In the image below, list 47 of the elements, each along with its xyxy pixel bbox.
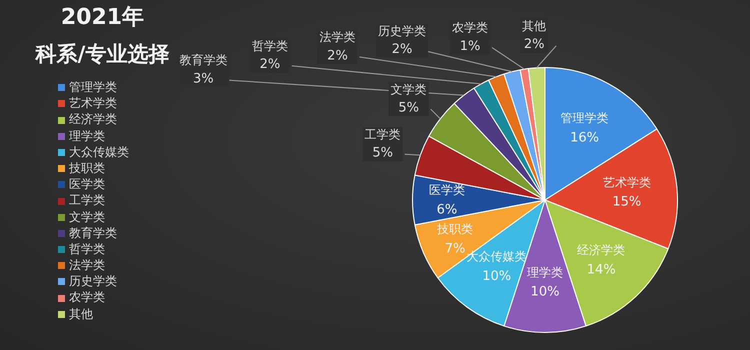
data-label: 6%	[436, 202, 458, 218]
legend-label: 艺术学类	[69, 96, 117, 110]
data-label: 14%	[586, 262, 616, 278]
data-label: 5%	[398, 100, 420, 116]
text: 科系/专业选择	[36, 42, 170, 66]
slice-label: 其他	[522, 18, 546, 33]
slice-label: 法学类	[320, 30, 356, 44]
legend-label: 技职类	[69, 160, 105, 175]
data-label: 2%	[327, 48, 348, 64]
data-label: 16%	[570, 130, 600, 146]
data-label: 1%	[460, 38, 480, 54]
slice-label: 工学类	[364, 127, 401, 142]
data-label: 10%	[482, 268, 512, 284]
slice-label: 教育学类	[179, 53, 228, 68]
legend-label: 文学类	[69, 210, 105, 224]
data-label: 5%	[372, 146, 394, 161]
slice-label: 经济学类	[577, 243, 626, 258]
legend-label: 历史学类	[69, 274, 117, 288]
legend-label: 医学类	[69, 177, 105, 192]
data-label: 2%	[524, 37, 544, 52]
slice-label: 管理学类	[560, 111, 609, 126]
legend-label: 经济学类	[69, 112, 117, 126]
data-label: 2%	[260, 57, 280, 72]
slice-label: 农学类	[452, 20, 488, 35]
data-label: 2%	[392, 42, 412, 58]
legend-label: 其他	[69, 306, 93, 321]
legend-label: 管理学类	[69, 80, 117, 94]
data-label: 7%	[444, 241, 466, 256]
chart-title: 2021年	[60, 4, 146, 32]
slice-label: 文学类	[390, 82, 427, 96]
data-label: 15%	[612, 194, 642, 210]
data-label: 3%	[192, 71, 214, 86]
legend-label: 理学类	[69, 128, 105, 143]
slice-label: 技职类	[436, 222, 474, 236]
legend-label: 哲学类	[69, 242, 105, 256]
legend-label: 教育学类	[69, 226, 117, 240]
slice-label: 历史学类	[378, 24, 426, 38]
slice-label: 艺术学类	[602, 175, 651, 190]
legend-label: 农学类	[69, 290, 105, 304]
slice-label: 理学类	[527, 265, 563, 280]
slice-label: 医学类	[428, 183, 465, 198]
legend-label: 工学类	[69, 193, 105, 208]
slice-label: 哲学类	[252, 38, 288, 53]
data-label: 10%	[530, 284, 560, 300]
legend-label: 大众传媒类	[69, 144, 129, 159]
slice-label: 大众传媒类	[466, 250, 527, 264]
legend-label: 法学类	[69, 258, 105, 272]
